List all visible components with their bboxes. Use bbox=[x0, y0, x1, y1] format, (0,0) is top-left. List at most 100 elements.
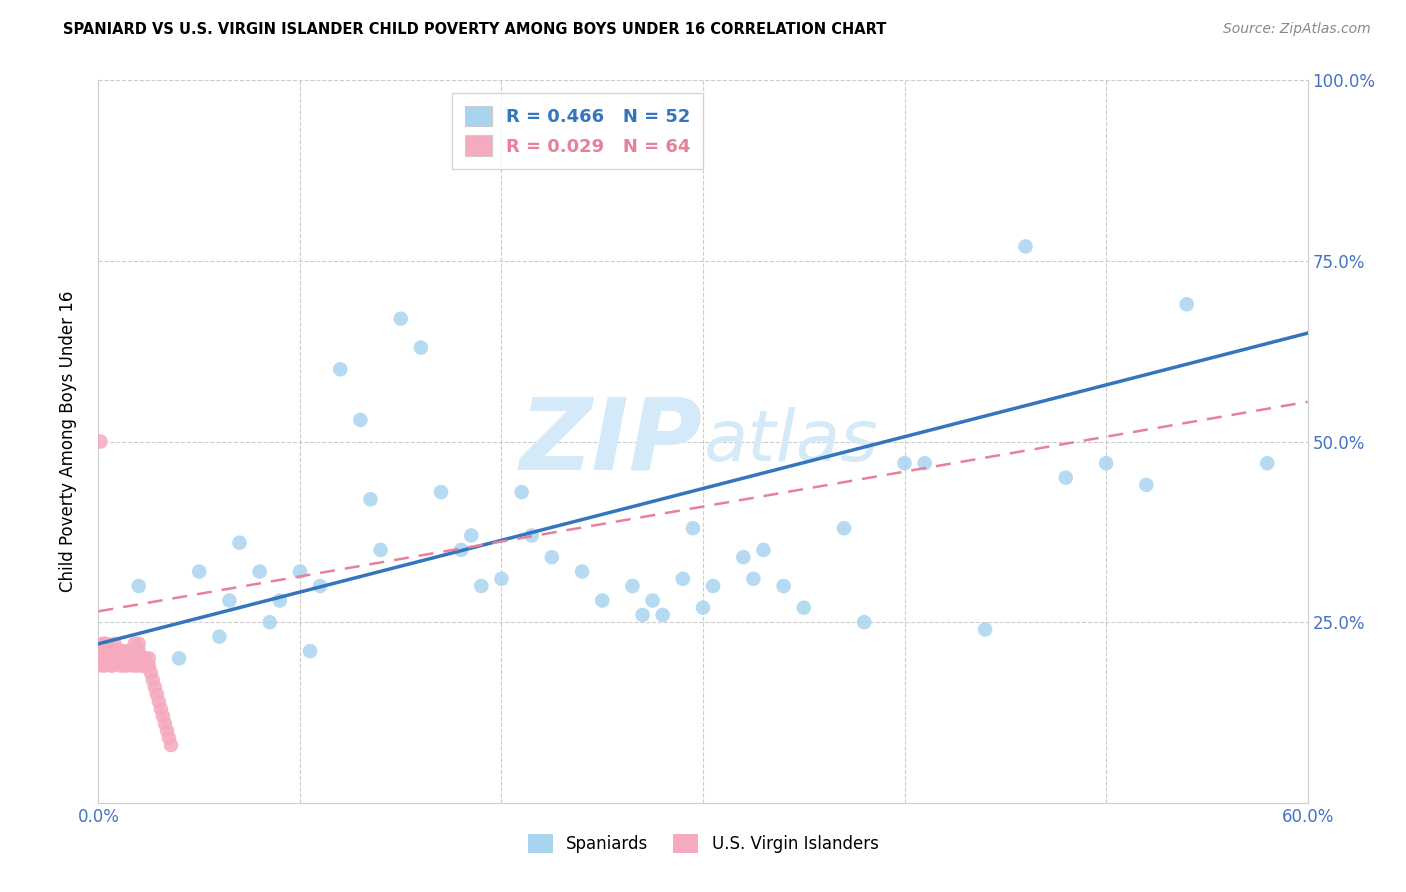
Point bbox=[110, 651, 132, 665]
Point bbox=[520, 528, 543, 542]
Point bbox=[702, 579, 724, 593]
Point bbox=[329, 362, 352, 376]
Point bbox=[269, 593, 291, 607]
Point bbox=[672, 572, 695, 586]
Point bbox=[110, 658, 132, 673]
Point bbox=[152, 709, 174, 723]
Point bbox=[733, 550, 755, 565]
Point bbox=[218, 593, 240, 607]
Point bbox=[103, 644, 125, 658]
Point bbox=[97, 651, 120, 665]
Point bbox=[96, 644, 118, 658]
Point bbox=[742, 572, 765, 586]
Point bbox=[157, 731, 180, 745]
Point bbox=[460, 528, 482, 542]
Point bbox=[631, 607, 654, 622]
Point bbox=[115, 658, 138, 673]
Point bbox=[128, 579, 150, 593]
Point bbox=[309, 579, 332, 593]
Point bbox=[143, 680, 166, 694]
Point bbox=[156, 723, 179, 738]
Point bbox=[853, 615, 876, 630]
Point bbox=[914, 456, 936, 470]
Point bbox=[470, 579, 492, 593]
Point bbox=[134, 658, 156, 673]
Point bbox=[450, 542, 472, 557]
Point bbox=[91, 651, 114, 665]
Point bbox=[93, 644, 115, 658]
Text: Source: ZipAtlas.com: Source: ZipAtlas.com bbox=[1223, 22, 1371, 37]
Point bbox=[120, 644, 142, 658]
Point bbox=[430, 485, 453, 500]
Point bbox=[153, 716, 176, 731]
Text: SPANIARD VS U.S. VIRGIN ISLANDER CHILD POVERTY AMONG BOYS UNDER 16 CORRELATION C: SPANIARD VS U.S. VIRGIN ISLANDER CHILD P… bbox=[63, 22, 887, 37]
Point bbox=[409, 341, 432, 355]
Point bbox=[188, 565, 211, 579]
Point bbox=[121, 651, 143, 665]
Point bbox=[1256, 456, 1278, 470]
Point bbox=[100, 651, 122, 665]
Point bbox=[167, 651, 190, 665]
Point bbox=[101, 658, 124, 673]
Point bbox=[139, 665, 162, 680]
Point bbox=[299, 644, 322, 658]
Point bbox=[118, 644, 141, 658]
Point bbox=[128, 637, 150, 651]
Point bbox=[125, 658, 148, 673]
Point bbox=[621, 579, 644, 593]
Legend: Spaniards, U.S. Virgin Islanders: Spaniards, U.S. Virgin Islanders bbox=[522, 827, 884, 860]
Point bbox=[105, 644, 128, 658]
Point bbox=[510, 485, 533, 500]
Point bbox=[259, 615, 281, 630]
Point bbox=[149, 702, 172, 716]
Point bbox=[134, 651, 156, 665]
Point bbox=[103, 637, 125, 651]
Point bbox=[96, 637, 118, 651]
Point bbox=[111, 651, 134, 665]
Point bbox=[370, 542, 392, 557]
Point bbox=[208, 630, 231, 644]
Point bbox=[389, 311, 412, 326]
Point bbox=[107, 651, 129, 665]
Point bbox=[682, 521, 704, 535]
Point bbox=[129, 651, 152, 665]
Point bbox=[832, 521, 855, 535]
Point bbox=[128, 644, 150, 658]
Point bbox=[100, 658, 122, 673]
Point bbox=[132, 651, 155, 665]
Point bbox=[1054, 470, 1077, 484]
Point bbox=[103, 651, 125, 665]
Y-axis label: Child Poverty Among Boys Under 16: Child Poverty Among Boys Under 16 bbox=[59, 291, 77, 592]
Point bbox=[125, 651, 148, 665]
Text: atlas: atlas bbox=[703, 407, 877, 476]
Point bbox=[132, 658, 155, 673]
Point bbox=[111, 644, 134, 658]
Point bbox=[121, 658, 143, 673]
Point bbox=[288, 565, 311, 579]
Point bbox=[135, 658, 157, 673]
Point bbox=[249, 565, 271, 579]
Point bbox=[138, 651, 160, 665]
Point bbox=[91, 644, 114, 658]
Point bbox=[160, 738, 183, 752]
Point bbox=[93, 651, 115, 665]
Point bbox=[148, 695, 170, 709]
Point bbox=[540, 550, 562, 565]
Point bbox=[752, 542, 775, 557]
Point bbox=[96, 651, 118, 665]
Point bbox=[142, 673, 165, 687]
Point bbox=[107, 644, 129, 658]
Point bbox=[228, 535, 250, 549]
Point bbox=[591, 593, 613, 607]
Point bbox=[491, 572, 513, 586]
Point bbox=[138, 658, 160, 673]
Point bbox=[118, 651, 141, 665]
Point bbox=[1175, 297, 1198, 311]
Point bbox=[772, 579, 794, 593]
Point bbox=[124, 637, 146, 651]
Point bbox=[1095, 456, 1118, 470]
Point bbox=[91, 637, 114, 651]
Point bbox=[105, 651, 128, 665]
Point bbox=[146, 687, 169, 701]
Point bbox=[114, 658, 136, 673]
